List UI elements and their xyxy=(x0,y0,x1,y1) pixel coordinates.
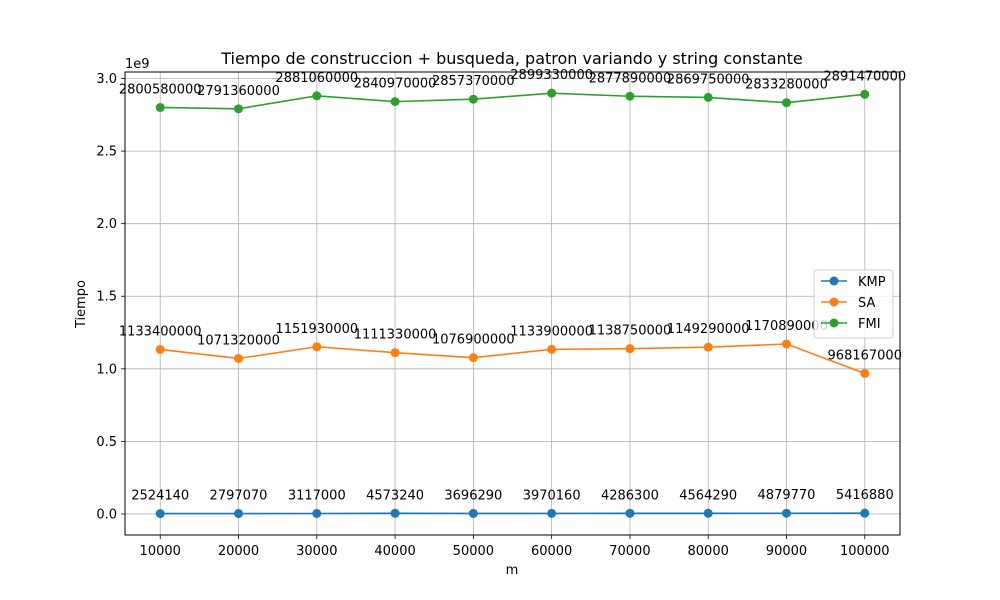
data-point-fmi xyxy=(468,94,478,104)
y-ticks: 0.0 0.5 1.0 1.5 2.0 2.5 3.0 xyxy=(96,72,125,522)
data-label-sa: 1111330000 xyxy=(354,328,437,343)
data-point-fmi xyxy=(703,92,713,102)
x-tick-label: 30000 xyxy=(296,544,337,559)
data-label-kmp: 4286300 xyxy=(601,488,659,503)
plot-frame xyxy=(124,71,901,536)
grid xyxy=(125,72,900,535)
data-label-sa: 1133400000 xyxy=(119,324,202,339)
data-point-fmi xyxy=(390,97,400,107)
data-point-kmp xyxy=(547,508,557,518)
data-point-fmi xyxy=(312,91,322,101)
data-point-kmp xyxy=(860,508,870,518)
y-tick-label: 0.5 xyxy=(96,435,117,450)
data-label-kmp: 3117000 xyxy=(288,489,346,504)
legend-marker-sa xyxy=(829,297,839,307)
y-tick-label: 1.0 xyxy=(96,362,117,377)
data-point-sa xyxy=(468,353,478,363)
series-line-sa xyxy=(160,343,866,375)
data-label-kmp: 4573240 xyxy=(366,488,424,503)
data-point-kmp xyxy=(781,508,791,518)
x-tick-label: 50000 xyxy=(453,544,494,559)
legend-label-sa: SA xyxy=(858,296,875,311)
data-point-fmi xyxy=(234,104,244,114)
data-label-fmi: 2877890000 xyxy=(589,71,672,86)
data-label-sa: 1151930000 xyxy=(275,322,358,337)
data-label-kmp: 5416880 xyxy=(836,488,894,503)
legend-marker-fmi xyxy=(829,318,839,328)
x-ticks: 10000 20000 30000 40000 50000 60000 70000 80000… xyxy=(140,535,890,559)
legend-marker-kmp xyxy=(829,276,839,286)
y-tick-label: 3.0 xyxy=(96,72,117,87)
data-label-kmp: 3696290 xyxy=(444,488,502,503)
legend-label-kmp: KMP xyxy=(858,275,886,290)
data-label-sa: 1170890000 xyxy=(745,319,828,334)
data-point-sa xyxy=(155,344,165,354)
data-point-kmp xyxy=(312,509,322,519)
x-tick-label: 80000 xyxy=(688,544,729,559)
x-axis-label: m xyxy=(506,563,519,578)
data-point-fmi xyxy=(547,88,557,98)
data-label-fmi: 2869750000 xyxy=(667,72,750,87)
legend: KMP SA FMI xyxy=(813,269,894,339)
data-label-kmp: 3970160 xyxy=(523,488,581,503)
data-point-kmp xyxy=(390,508,400,518)
data-point-sa xyxy=(703,342,713,352)
series-lines xyxy=(155,88,870,519)
data-point-fmi xyxy=(781,98,791,108)
data-label-fmi: 2881060000 xyxy=(275,71,358,86)
data-point-kmp xyxy=(625,508,635,518)
data-label-sa: 1149290000 xyxy=(667,322,750,337)
y-axis-label: Tiempo xyxy=(74,280,89,329)
data-point-fmi xyxy=(155,102,165,112)
data-label-fmi: 2791360000 xyxy=(197,84,280,99)
data-point-sa xyxy=(390,348,400,358)
data-label-fmi: 2800580000 xyxy=(119,82,202,97)
data-point-sa xyxy=(547,344,557,354)
data-point-kmp xyxy=(703,508,713,518)
x-tick-label: 40000 xyxy=(374,544,415,559)
y-tick-label: 0.0 xyxy=(96,507,117,522)
data-point-fmi xyxy=(860,89,870,99)
data-point-sa xyxy=(312,342,322,352)
data-label-sa: 1071320000 xyxy=(197,333,280,348)
data-label-fmi: 2857370000 xyxy=(432,74,515,89)
data-labels: 2524140 2797070 3117000 4573240 3696290 39701… xyxy=(119,68,906,503)
data-point-fmi xyxy=(625,91,635,101)
data-point-sa xyxy=(860,368,870,378)
data-label-sa: 1133900000 xyxy=(510,324,593,339)
data-label-sa: 968167000 xyxy=(828,348,902,363)
data-point-kmp xyxy=(155,509,165,519)
data-label-fmi: 2891470000 xyxy=(823,69,906,84)
data-label-kmp: 2797070 xyxy=(210,489,268,504)
y-tick-label: 2.5 xyxy=(96,145,117,160)
y-tick-label: 1.5 xyxy=(96,290,117,305)
data-point-kmp xyxy=(234,509,244,519)
data-label-sa: 1076900000 xyxy=(432,333,515,348)
x-tick-label: 60000 xyxy=(531,544,572,559)
data-label-kmp: 2524140 xyxy=(131,489,189,504)
x-tick-label: 70000 xyxy=(609,544,650,559)
x-tick-label: 10000 xyxy=(140,544,181,559)
data-label-fmi: 2899330000 xyxy=(510,68,593,83)
data-point-sa xyxy=(625,344,635,354)
data-label-fmi: 2840970000 xyxy=(354,77,437,92)
series-line-fmi xyxy=(160,92,865,110)
y-scale-label: 1e9 xyxy=(125,57,150,72)
data-label-fmi: 2833280000 xyxy=(745,78,828,93)
data-point-sa xyxy=(781,339,791,349)
x-tick-label: 100000 xyxy=(840,544,890,559)
y-tick-label: 2.0 xyxy=(96,217,117,232)
data-label-kmp: 4879770 xyxy=(758,488,816,503)
data-label-sa: 1138750000 xyxy=(589,324,672,339)
x-tick-label: 90000 xyxy=(766,544,807,559)
data-point-kmp xyxy=(468,508,478,518)
data-label-kmp: 4564290 xyxy=(679,488,737,503)
chart-title: Tiempo de construccion + busqueda, patro… xyxy=(220,49,803,68)
x-tick-label: 20000 xyxy=(218,544,259,559)
legend-label-fmi: FMI xyxy=(858,317,881,332)
data-point-sa xyxy=(234,353,244,363)
